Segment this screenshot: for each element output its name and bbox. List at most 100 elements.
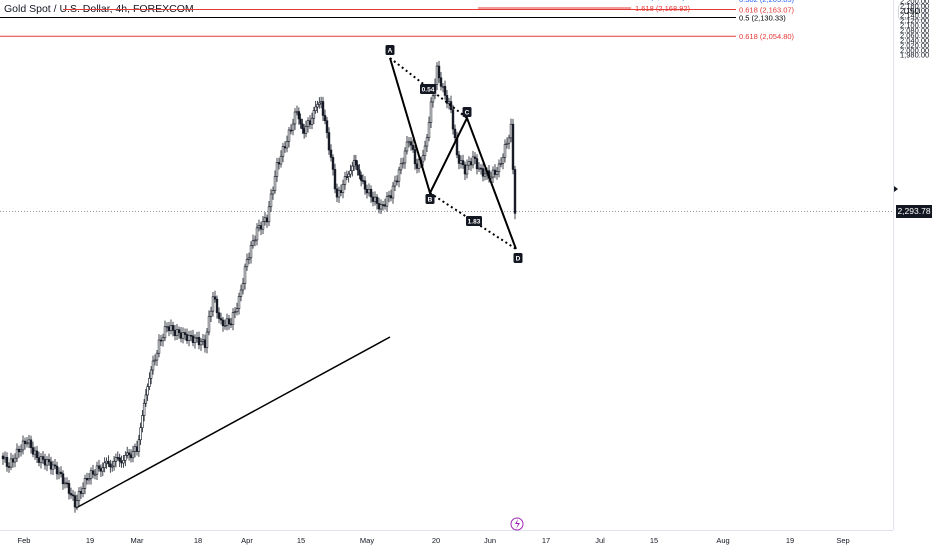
candle-body <box>109 463 112 468</box>
candle-body <box>505 142 509 145</box>
candle-body <box>85 478 89 481</box>
candle-body <box>306 120 310 127</box>
candle-body <box>335 188 339 198</box>
candle-body <box>345 176 349 178</box>
candle-body <box>99 468 103 472</box>
price-axis[interactable]: 1,980.002,000.002,020.002,040.002,060.00… <box>900 0 929 60</box>
candle-body <box>233 311 237 314</box>
candle-body <box>209 310 213 317</box>
candle-body <box>122 460 125 464</box>
candle-body <box>291 123 295 131</box>
pattern-point-c[interactable] <box>462 107 472 117</box>
candle-body <box>29 439 33 448</box>
candle-body <box>385 196 389 207</box>
candle-body <box>316 104 319 108</box>
candle-body <box>253 239 257 242</box>
candle-body <box>73 495 77 508</box>
candle-body <box>114 457 118 462</box>
pattern-point-d[interactable] <box>513 253 523 263</box>
candle-body <box>191 335 195 343</box>
candle-body <box>371 196 375 202</box>
candle-body <box>91 470 95 475</box>
candle-body <box>175 329 179 336</box>
currency-button[interactable]: USD <box>898 4 926 20</box>
candle-body <box>477 167 481 170</box>
x-tick-label: May <box>360 536 374 545</box>
candle-body <box>343 176 347 185</box>
level-label: 1.618 (2,168.92) <box>635 4 691 13</box>
time-axis[interactable]: Feb 19 Mar 18 Apr 15 May 20 Jun 17 Jul 15 Aug 19 Sep <box>18 536 850 545</box>
candle-body <box>157 339 161 354</box>
candle-body <box>3 456 7 460</box>
candle-body <box>333 169 337 190</box>
candle-body <box>457 154 461 164</box>
candle-body <box>269 193 273 208</box>
axis-marker-icon <box>894 186 898 192</box>
candle-body <box>479 167 483 170</box>
candle-body <box>7 466 11 468</box>
candle-body <box>461 160 465 166</box>
candle-body <box>203 339 207 348</box>
candle-body <box>509 123 513 139</box>
y-tick-label: 2,040.00 <box>900 36 929 45</box>
x-tick-label: Jun <box>484 536 496 545</box>
candle-body <box>247 257 251 260</box>
candle-body <box>356 164 359 171</box>
candle-body <box>469 161 473 166</box>
candle-body <box>69 493 73 496</box>
candle-body <box>327 132 331 151</box>
candle-body <box>59 471 63 475</box>
candle-body <box>497 163 501 173</box>
candle-body <box>443 85 447 96</box>
pattern-point-b[interactable] <box>425 194 435 204</box>
support-trendline[interactable] <box>75 336 391 509</box>
candle-body <box>101 467 105 472</box>
candle-body <box>275 162 279 177</box>
candle-body <box>339 190 343 193</box>
x-tick-label: 20 <box>432 536 440 545</box>
candle-body <box>383 204 387 207</box>
candle-body <box>227 318 231 325</box>
candle-body <box>241 283 245 291</box>
candle-body <box>129 454 133 459</box>
candle-body <box>27 439 31 444</box>
candle-body <box>265 217 269 223</box>
candle-body <box>124 455 127 461</box>
candle-body <box>9 458 13 468</box>
candle-body <box>13 457 17 463</box>
candle-body <box>285 141 289 149</box>
x-tick-label: Mar <box>131 536 144 545</box>
candle-body <box>153 359 157 362</box>
pattern-ratio-label: 0.54 <box>422 87 435 94</box>
pattern-ratio-box <box>420 84 436 94</box>
candle-body <box>21 440 25 451</box>
candle-body <box>43 459 47 466</box>
candle-body <box>493 169 497 175</box>
candle-body <box>61 473 65 485</box>
candle-body <box>475 158 479 170</box>
candle-body <box>135 446 139 452</box>
candle-body <box>273 176 277 191</box>
current-price-tag: 2,293.78 <box>896 205 932 218</box>
candle-body <box>318 102 321 105</box>
candle-body <box>87 478 91 481</box>
candle-body <box>387 195 391 198</box>
candle-body <box>49 461 53 470</box>
candle-body <box>118 457 121 462</box>
y-tick-label: 2,200.00 <box>900 0 929 5</box>
lightning-icon[interactable] <box>510 517 524 531</box>
candle-body <box>310 117 314 125</box>
pattern-point-a[interactable] <box>385 45 395 55</box>
candle-body <box>471 156 475 166</box>
pattern-leg-solid <box>389 57 517 250</box>
candle-body <box>427 122 431 139</box>
pattern-ratio-box <box>466 216 482 226</box>
x-tick-label: 19 <box>786 536 794 545</box>
candle-body <box>429 101 433 123</box>
candle-body <box>181 332 185 339</box>
labels-layer: 0 (2,450.35)0 (2,388.40)0.5 (2,338.00)0.… <box>385 0 795 263</box>
candle-body <box>97 465 101 469</box>
harmonic-pattern[interactable] <box>389 57 517 250</box>
candle-body <box>223 325 227 327</box>
